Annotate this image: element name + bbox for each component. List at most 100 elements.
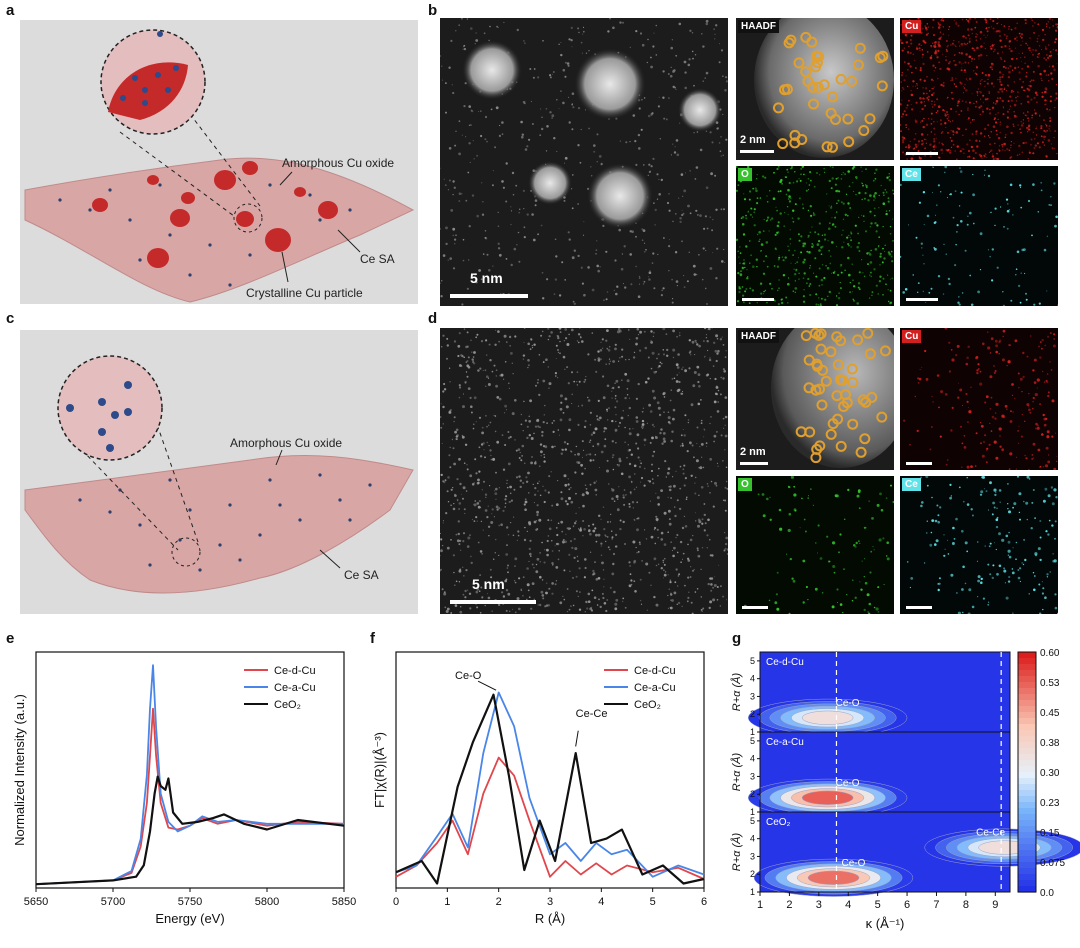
em-dot bbox=[934, 50, 937, 53]
colorbar-segment bbox=[1018, 880, 1036, 887]
em-dot bbox=[690, 474, 693, 477]
em-dot bbox=[745, 245, 748, 248]
em-dot bbox=[701, 278, 704, 281]
em-dot bbox=[701, 456, 703, 458]
em-dot bbox=[936, 98, 939, 101]
em-dot bbox=[980, 577, 983, 581]
em-dot bbox=[672, 70, 675, 73]
em-dot bbox=[916, 429, 919, 432]
em-dot bbox=[953, 19, 956, 22]
em-dot bbox=[774, 247, 777, 250]
em-dot bbox=[614, 406, 617, 409]
em-dot bbox=[621, 348, 624, 351]
em-dot bbox=[543, 360, 545, 363]
em-dot bbox=[570, 500, 574, 504]
em-dot bbox=[703, 436, 705, 438]
em-dot bbox=[562, 412, 565, 414]
em-dot bbox=[937, 583, 939, 585]
em-dot bbox=[782, 274, 786, 277]
em-dot bbox=[905, 75, 907, 77]
em-dot bbox=[594, 488, 598, 492]
em-dot bbox=[724, 547, 727, 550]
y-axis-label: Normalized Intensity (a.u.) bbox=[12, 694, 27, 846]
em-dot bbox=[603, 430, 606, 433]
em-dot bbox=[705, 337, 708, 339]
em-dot bbox=[975, 100, 978, 103]
em-dot bbox=[458, 192, 462, 195]
em-dot bbox=[475, 421, 477, 423]
em-dot bbox=[1049, 119, 1052, 123]
em-dot bbox=[466, 18, 469, 20]
em-dot bbox=[1041, 581, 1043, 583]
em-dot bbox=[450, 612, 453, 614]
em-dot bbox=[998, 427, 1002, 431]
em-dot bbox=[769, 190, 771, 192]
em-dot bbox=[458, 508, 461, 510]
em-dot bbox=[823, 168, 825, 170]
em-dot bbox=[927, 98, 930, 101]
em-dot bbox=[519, 479, 522, 482]
em-dot bbox=[863, 576, 865, 578]
em-dot bbox=[1045, 46, 1047, 48]
em-dot bbox=[938, 406, 940, 409]
em-dot bbox=[703, 503, 706, 505]
em-dot bbox=[1032, 183, 1035, 186]
em-dot bbox=[1053, 488, 1057, 492]
em-dot bbox=[1038, 35, 1040, 37]
em-dot bbox=[453, 571, 455, 574]
em-dot bbox=[949, 121, 951, 123]
em-dot bbox=[465, 199, 468, 202]
em-dot bbox=[855, 541, 858, 545]
em-dot bbox=[725, 350, 727, 352]
em-dot bbox=[466, 360, 469, 362]
em-dot bbox=[777, 303, 781, 306]
em-dot bbox=[538, 465, 541, 468]
heatmap-annotation: Ce-O bbox=[836, 698, 860, 709]
em-dot bbox=[631, 230, 634, 233]
em-dot bbox=[560, 452, 563, 455]
em-dot bbox=[612, 454, 615, 457]
em-dot bbox=[596, 604, 599, 606]
em-dot bbox=[587, 524, 590, 527]
em-dot bbox=[869, 210, 872, 213]
em-dot bbox=[914, 120, 918, 123]
em-dot bbox=[993, 365, 995, 367]
em-dot bbox=[671, 278, 673, 281]
em-dot bbox=[544, 489, 547, 492]
em-dot bbox=[564, 328, 568, 331]
em-dot bbox=[463, 462, 466, 464]
em-dot bbox=[633, 473, 636, 475]
em-dot bbox=[1008, 25, 1010, 28]
em-dot bbox=[529, 552, 532, 556]
em-dot bbox=[670, 46, 673, 50]
em-dot bbox=[968, 18, 972, 20]
em-dot bbox=[638, 107, 641, 110]
em-dot bbox=[563, 199, 566, 202]
em-dot bbox=[662, 349, 665, 351]
em-dot bbox=[724, 396, 728, 399]
em-dot bbox=[601, 561, 604, 565]
em-dot bbox=[785, 176, 787, 179]
em-dot bbox=[564, 156, 568, 160]
x-tick-label: 3 bbox=[547, 896, 553, 908]
em-dot bbox=[1027, 100, 1030, 104]
em-dot bbox=[676, 499, 679, 502]
em-dot bbox=[678, 334, 681, 337]
em-dot bbox=[1022, 112, 1025, 114]
series-line-ce-a-cu bbox=[395, 691, 705, 878]
em-dot bbox=[832, 565, 836, 568]
em-dot bbox=[844, 173, 846, 175]
em-dot bbox=[943, 534, 945, 536]
em-dot bbox=[715, 208, 718, 211]
em-dot bbox=[454, 430, 457, 434]
em-dot bbox=[926, 51, 929, 53]
em-dot bbox=[743, 198, 747, 201]
em-dot bbox=[802, 559, 806, 563]
em-dot bbox=[921, 53, 924, 56]
em-dot bbox=[842, 229, 844, 231]
em-dot bbox=[507, 571, 509, 574]
em-dot bbox=[715, 359, 718, 363]
em-dot bbox=[684, 86, 687, 90]
em-dot bbox=[596, 161, 598, 163]
em-dot bbox=[992, 102, 995, 104]
